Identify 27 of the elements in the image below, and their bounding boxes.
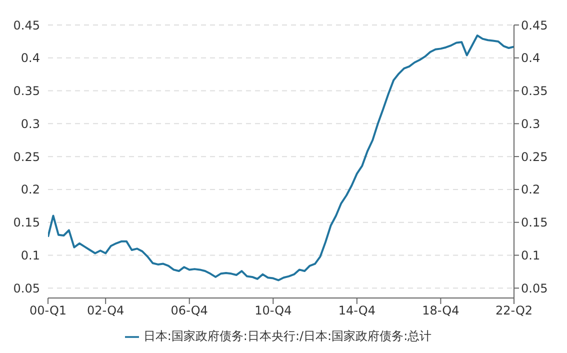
y-tick-label: 0.05: [13, 281, 40, 296]
y-tick-label: 0.4: [20, 51, 40, 66]
y2-tick-label: 0.25: [521, 150, 548, 164]
x-tick-label: 22-Q2: [495, 304, 533, 318]
x-tick-label: 00-Q1: [29, 304, 67, 318]
x-tick-label: 14-Q4: [338, 304, 376, 318]
y2-tick-label: 0.1: [521, 248, 540, 262]
y-tick-label: 0.45: [13, 18, 40, 32]
x-tick-label: 10-Q4: [254, 304, 292, 318]
x-tick-label: 18-Q4: [422, 304, 460, 318]
y-tick-label: 0.15: [13, 216, 40, 230]
legend-label: 日本:国家政府债务:日本央行:/日本:国家政府债务:总计: [143, 329, 432, 343]
y2-tick-label: 0.4: [521, 51, 540, 66]
x-tick-label: 06-Q4: [170, 304, 208, 318]
y-tick-label: 0.3: [20, 116, 40, 131]
y2-tick-label: 0.35: [521, 84, 548, 98]
y2-tick-label: 0.2: [521, 182, 540, 197]
y2-tick-label: 0.05: [521, 281, 548, 296]
y2-tick-label: 0.15: [521, 216, 548, 230]
y2-tick-label: 0.45: [521, 18, 548, 32]
y-tick-label: 0.35: [13, 84, 40, 98]
y-tick-label: 0.25: [13, 150, 40, 164]
x-tick-label: 02-Q4: [87, 304, 124, 318]
y-tick-label: 0.1: [20, 248, 40, 262]
y2-tick-label: 0.3: [521, 116, 540, 131]
y-tick-label: 0.2: [20, 182, 40, 197]
line-series: [48, 34, 514, 282]
